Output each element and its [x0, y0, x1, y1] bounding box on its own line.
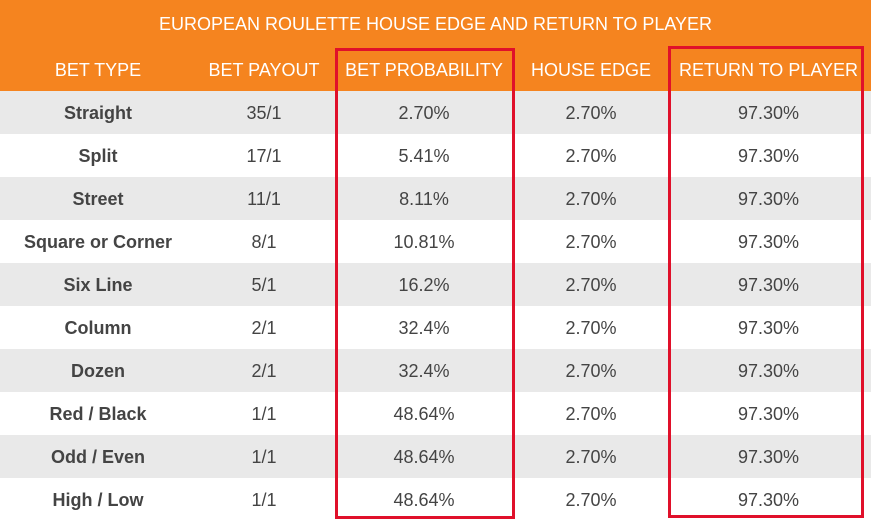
table-cell: 2.70%	[565, 447, 617, 467]
table-row: Split 17/1 5.41% 2.70% 97.30%	[0, 134, 871, 177]
column-header: HOUSE EDGE	[516, 46, 666, 91]
row-label: High / Low	[52, 490, 144, 510]
table-cell: 97.30%	[737, 232, 800, 252]
table-row: Street 11/1 8.11% 2.70% 97.30%	[0, 177, 871, 220]
row-label: Six Line	[63, 275, 133, 295]
table-cell: 2.70%	[565, 275, 617, 295]
table-cell: 2.70%	[565, 361, 617, 381]
table-cell: 32.4%	[398, 361, 450, 381]
table-cell: 2.70%	[565, 490, 617, 510]
column-header: RETURN TO PLAYER	[666, 46, 871, 91]
table-cell: 97.30%	[737, 404, 800, 424]
table-cell: 8.11%	[399, 189, 449, 209]
column-header: BET PROBABILITY	[332, 46, 516, 91]
table-cell: 48.64%	[393, 404, 455, 424]
table-cell: 16.2%	[398, 275, 450, 295]
row-label: Straight	[63, 103, 132, 123]
table-row: Column 2/1 32.4% 2.70% 97.30%	[0, 306, 871, 349]
table-cell: 97.30%	[737, 318, 800, 338]
table-cell: 1/1	[251, 404, 277, 424]
table-cell: 5/1	[251, 275, 277, 295]
table-cell: 97.30%	[737, 447, 800, 467]
table-row: Six Line 5/1 16.2% 2.70% 97.30%	[0, 263, 871, 306]
table-cell: 97.30%	[737, 490, 800, 510]
table-cell: 1/1	[251, 447, 277, 467]
row-label: Square or Corner	[23, 232, 173, 252]
table-cell: 2/1	[251, 318, 277, 338]
table-cell: 48.64%	[393, 490, 455, 510]
table-cell: 32.4%	[398, 318, 450, 338]
table-cell: 48.64%	[393, 447, 455, 467]
table-cell: 10.81%	[393, 232, 455, 252]
row-label: Dozen	[71, 361, 125, 381]
table-row: Odd / Even 1/1 48.64% 2.70% 97.30%	[0, 435, 871, 478]
table-cell: 97.30%	[737, 146, 800, 166]
column-header: BET PAYOUT	[196, 46, 332, 91]
table-cell: 11/1	[247, 189, 281, 209]
table-cell: 97.30%	[737, 189, 800, 209]
row-label: Red / Black	[49, 404, 147, 424]
row-label: Odd / Even	[50, 447, 146, 467]
table-row: Dozen 2/1 32.4% 2.70% 97.30%	[0, 349, 871, 392]
table-row: High / Low 1/1 48.64% 2.70% 97.30%	[0, 478, 871, 521]
table-cell: 2.70%	[565, 103, 617, 123]
table-row: Square or Corner 8/1 10.81% 2.70% 97.30%	[0, 220, 871, 263]
row-label: Split	[78, 146, 118, 166]
table-cell: 2.70%	[398, 103, 450, 123]
row-label: Street	[72, 189, 124, 209]
column-header: BET TYPE	[0, 46, 196, 91]
table-cell: 97.30%	[737, 275, 800, 295]
table-cell: 17/1	[246, 146, 282, 166]
table-cell: 2.70%	[565, 232, 617, 252]
table-row: Red / Black 1/1 48.64% 2.70% 97.30%	[0, 392, 871, 435]
table-cell: 8/1	[251, 232, 277, 252]
table-cell: 5.41%	[398, 146, 450, 166]
table-cell: 2.70%	[565, 318, 617, 338]
table-cell: 2.70%	[565, 404, 617, 424]
table-cell: 97.30%	[737, 361, 800, 381]
table-row: Straight 35/1 2.70% 2.70% 97.30%	[0, 91, 871, 134]
table-cell: 2.70%	[565, 146, 617, 166]
table-title: EUROPEAN ROULETTE HOUSE EDGE AND RETURN …	[0, 0, 871, 46]
table-cell: 97.30%	[737, 103, 800, 123]
table-cell: 1/1	[251, 490, 277, 510]
table-cell: 35/1	[246, 103, 282, 123]
table-cell: 2.70%	[565, 189, 617, 209]
row-label: Column	[64, 318, 132, 338]
table-cell: 2/1	[251, 361, 277, 381]
